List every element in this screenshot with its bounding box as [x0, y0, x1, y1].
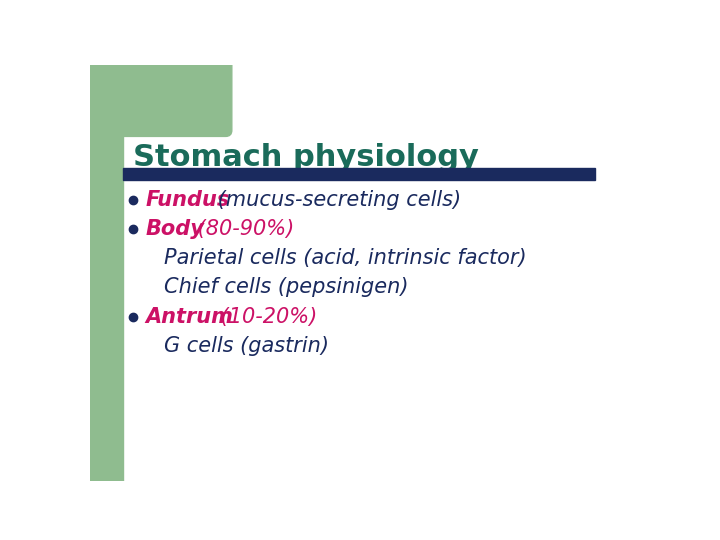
Bar [90, 65, 122, 481]
FancyBboxPatch shape [84, 55, 232, 137]
Text: (10-20%): (10-20%) [214, 307, 317, 327]
Text: Antrum: Antrum [145, 307, 234, 327]
Text: Stomach physiology: Stomach physiology [132, 143, 479, 172]
Text: Parietal cells (acid, intrinsic factor): Parietal cells (acid, intrinsic factor) [163, 248, 526, 268]
Text: Chief cells (pepsinigen): Chief cells (pepsinigen) [163, 278, 408, 298]
Bar [122, 168, 595, 180]
Text: Body: Body [145, 219, 204, 239]
Text: (mucus-secreting cells): (mucus-secreting cells) [211, 190, 462, 210]
Text: (80-90%): (80-90%) [192, 219, 294, 239]
Text: Fundus: Fundus [145, 190, 230, 210]
Text: G cells (gastrin): G cells (gastrin) [163, 336, 328, 356]
